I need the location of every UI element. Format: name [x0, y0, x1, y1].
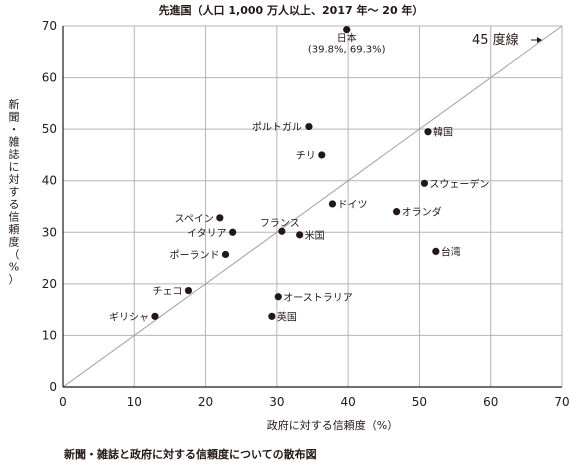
- y-tick-label: 10: [42, 328, 57, 342]
- data-point: [296, 231, 304, 239]
- axes: 0 10 20 30 40 50 60 70 0 10 20 30 40 50 60 70 政府に対する信頼度（…: [9, 19, 570, 432]
- point-label: ドイツ: [337, 200, 367, 211]
- point-label: 米国: [305, 229, 325, 242]
- point-label: オランダ: [402, 206, 442, 219]
- x-tick-label: 20: [198, 395, 213, 409]
- point-label: ギリシャ: [109, 311, 149, 323]
- data-point: [274, 293, 282, 301]
- data-point: [184, 286, 193, 295]
- point-label: イタリア: [187, 227, 227, 239]
- data-point: [229, 228, 237, 236]
- point-label: スペイン: [175, 214, 214, 225]
- data-points: [151, 26, 440, 320]
- x-tick-label: 50: [412, 395, 427, 409]
- data-point: [432, 247, 440, 255]
- reference-line-group: 45 度線: [62, 25, 563, 388]
- data-point: [278, 227, 286, 235]
- y-tick-label: 40: [42, 174, 57, 188]
- point-label: チェコ: [152, 286, 182, 298]
- x-tick-label: 0: [59, 395, 67, 409]
- point-label: ポルトガル: [252, 122, 302, 134]
- y-tick-label: 20: [42, 277, 57, 291]
- gridlines: [63, 25, 563, 387]
- point-label: チリ: [296, 150, 316, 162]
- data-point: [221, 250, 230, 259]
- x-tick-label: 70: [554, 395, 569, 409]
- data-point: [268, 312, 276, 320]
- point-label: スウェーデン: [429, 177, 489, 190]
- y-axis-title: 新聞・雑誌に対する信頼度（%）: [9, 97, 20, 286]
- data-point: [420, 179, 429, 187]
- figure-caption: 新聞・雑誌と政府に対する信頼度についての散布図: [64, 448, 317, 461]
- y-tick-label: 50: [42, 122, 57, 136]
- data-point: [393, 208, 401, 216]
- data-point: [328, 200, 337, 208]
- x-tick-label: 60: [483, 395, 498, 409]
- point-label: 韓国: [433, 127, 453, 139]
- point-label: 台湾: [441, 245, 461, 258]
- data-point: [305, 122, 313, 131]
- point-label: オーストラリア: [283, 292, 353, 304]
- point-label: 日本: [337, 32, 357, 45]
- chart-title: 先進国（人口 1,000 万人以上、2017 年～ 20 年）: [158, 4, 424, 17]
- point-label: フランス: [260, 217, 300, 229]
- x-axis-title: 政府に対する信頼度（%）: [267, 418, 398, 432]
- point-label: ポーランド: [170, 249, 220, 261]
- x-tick-label: 30: [269, 395, 284, 409]
- y-tick-label: 70: [42, 19, 57, 33]
- data-point: [318, 151, 326, 159]
- data-point: [424, 128, 432, 136]
- reference-line-arrowhead: [537, 37, 542, 43]
- y-tick-label: 60: [42, 71, 57, 85]
- point-label: 英国: [277, 310, 297, 323]
- point-sublabel: (39.8%, 69.3%): [308, 45, 386, 56]
- point-labels: 日本(39.8%, 69.3%) ポルトガル 韓国チリスウェーデンドイツオランダスペ…: [109, 32, 489, 324]
- y-tick-label: 30: [42, 225, 57, 239]
- x-tick-label: 10: [127, 395, 142, 409]
- data-point: [151, 312, 159, 320]
- data-point: [343, 26, 351, 34]
- reference-line-label: 45 度線: [472, 32, 519, 48]
- x-tick-label: 40: [341, 395, 356, 409]
- data-point: [216, 214, 224, 222]
- y-tick-label: 0: [49, 380, 57, 394]
- reference-line-45deg: [62, 25, 563, 388]
